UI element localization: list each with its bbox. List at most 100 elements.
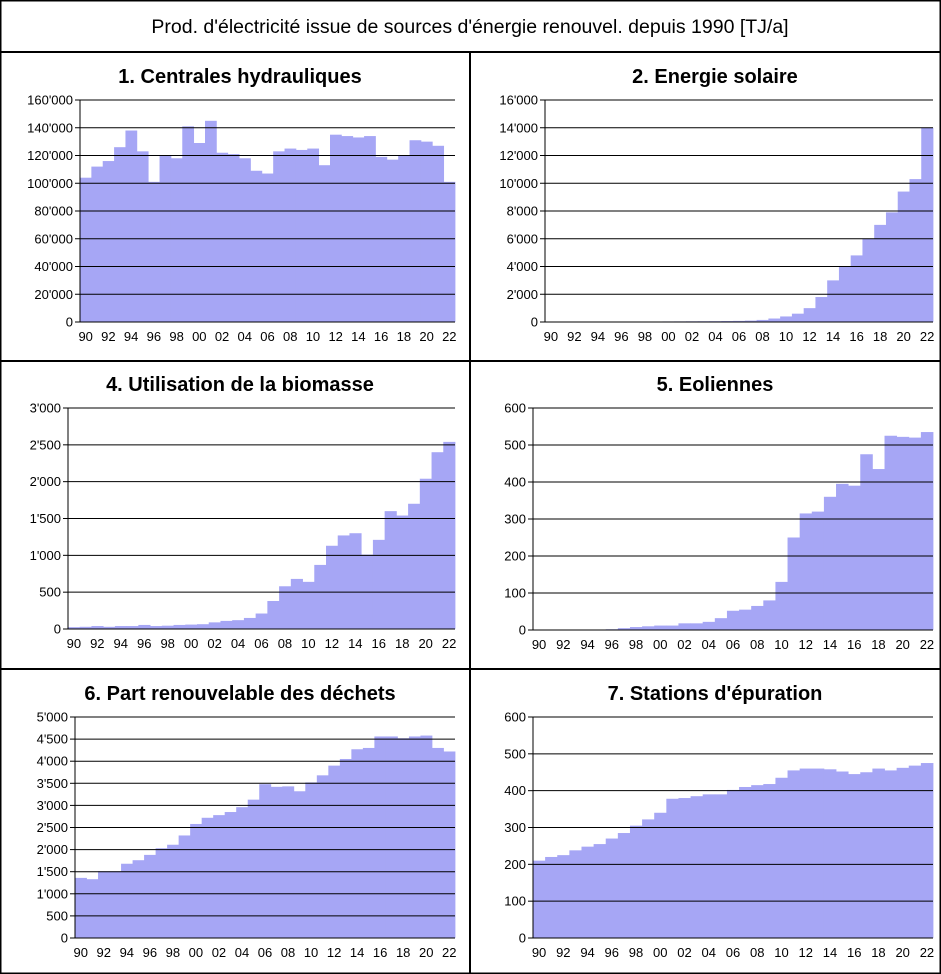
y-tick-label: 140'000	[27, 120, 73, 135]
bar	[884, 770, 898, 938]
x-tick-label: 16	[849, 329, 863, 344]
bar	[259, 784, 272, 938]
y-tick-label: 80'000	[34, 204, 73, 219]
bar	[897, 191, 910, 322]
x-tick-label: 08	[278, 636, 292, 651]
bar	[569, 850, 582, 938]
y-tick-label: 120'000	[27, 148, 73, 163]
x-tick-label: 02	[685, 329, 699, 344]
chart-panels: 1. Centrales hydrauliques 0 20'000 40'000 60…	[27, 66, 934, 960]
y-tick-label: 20'000	[34, 287, 73, 302]
bar	[617, 628, 631, 630]
x-tick-label: 10	[304, 945, 318, 960]
x-tick-label: 12	[327, 945, 341, 960]
bar	[654, 812, 667, 938]
x-tick-label: 18	[873, 329, 887, 344]
x-tick-label: 98	[629, 945, 643, 960]
bar	[872, 768, 885, 938]
bar	[896, 767, 910, 938]
x-tick-label: 08	[755, 329, 769, 344]
bar	[920, 763, 934, 938]
x-tick-label: 90	[78, 329, 92, 344]
bar	[443, 751, 456, 938]
x-tick-label: 92	[90, 636, 104, 651]
y-tick-label: 300	[504, 820, 526, 835]
x-tick-label: 00	[661, 329, 675, 344]
bar	[827, 280, 840, 323]
x-tick-label: 98	[638, 329, 652, 344]
bar	[909, 179, 922, 322]
bar	[243, 617, 257, 629]
y-tick-label: 600	[504, 710, 526, 725]
x-tick-label: 20	[895, 637, 909, 652]
bar	[823, 769, 837, 938]
x-tick-label: 06	[732, 329, 746, 344]
bar	[823, 496, 837, 630]
bar	[386, 159, 399, 322]
bar	[190, 823, 203, 938]
bar	[267, 601, 280, 629]
y-tick-label: 2'000	[37, 842, 68, 857]
bar	[261, 173, 274, 322]
bar	[236, 807, 249, 938]
x-tick-label: 16	[374, 329, 388, 344]
x-tick-label: 18	[396, 945, 410, 960]
x-tick-label: 06	[258, 945, 272, 960]
bar	[593, 844, 607, 938]
x-tick-label: 22	[920, 945, 934, 960]
bar	[144, 854, 157, 938]
y-tick-label: 400	[504, 783, 526, 798]
x-tick-label: 16	[847, 637, 861, 652]
y-tick-label: 0	[66, 315, 73, 330]
x-tick-label: 20	[419, 329, 433, 344]
x-tick-label: 12	[798, 945, 812, 960]
bar	[811, 511, 825, 630]
y-tick-label: 60'000	[34, 231, 73, 246]
y-tick-label: 1'500	[37, 864, 68, 879]
bar	[408, 503, 421, 629]
bar	[642, 819, 655, 938]
x-tick-label: 94	[580, 945, 594, 960]
bar	[109, 871, 122, 938]
bar	[642, 626, 655, 630]
x-tick-label: 14	[823, 945, 837, 960]
x-tick-label: 06	[726, 945, 740, 960]
bar	[91, 626, 104, 629]
y-tick-label: 2'500	[30, 437, 61, 452]
y-tick-label: 0	[531, 315, 538, 330]
bar	[874, 224, 887, 323]
y-tick-label: 1'000	[30, 548, 61, 563]
bar	[690, 796, 704, 938]
bar	[224, 812, 237, 938]
y-tick-label: 500	[46, 908, 68, 923]
bar	[178, 835, 191, 938]
bar	[545, 856, 558, 938]
y-tick-label: 3'000	[37, 798, 68, 813]
bar	[247, 799, 260, 938]
y-tick-label: 14'000	[499, 120, 538, 135]
x-tick-label: 12	[802, 329, 816, 344]
y-tick-label: 500	[504, 438, 526, 453]
y-tick-label: 4'000	[37, 754, 68, 769]
bar	[80, 177, 92, 322]
x-tick-label: 94	[124, 329, 138, 344]
bar	[629, 627, 643, 630]
bar	[775, 581, 788, 630]
bar	[896, 436, 910, 630]
x-tick-label: 00	[192, 329, 206, 344]
bar	[364, 136, 376, 322]
y-tick-label: 2'500	[37, 820, 68, 835]
chart-panel: 6. Part renouvelable des déchets 0 500 1'00…	[37, 683, 457, 960]
bar	[420, 141, 433, 323]
y-tick-label: 1'000	[37, 886, 68, 901]
bar	[702, 621, 716, 630]
x-tick-label: 94	[120, 945, 134, 960]
bar	[282, 786, 295, 938]
y-tick-label: 300	[504, 512, 526, 527]
bar	[714, 618, 728, 630]
x-tick-label: 00	[189, 945, 203, 960]
x-tick-label: 20	[895, 945, 909, 960]
x-tick-label: 96	[137, 636, 151, 651]
bar	[307, 148, 320, 322]
bar	[126, 626, 139, 629]
